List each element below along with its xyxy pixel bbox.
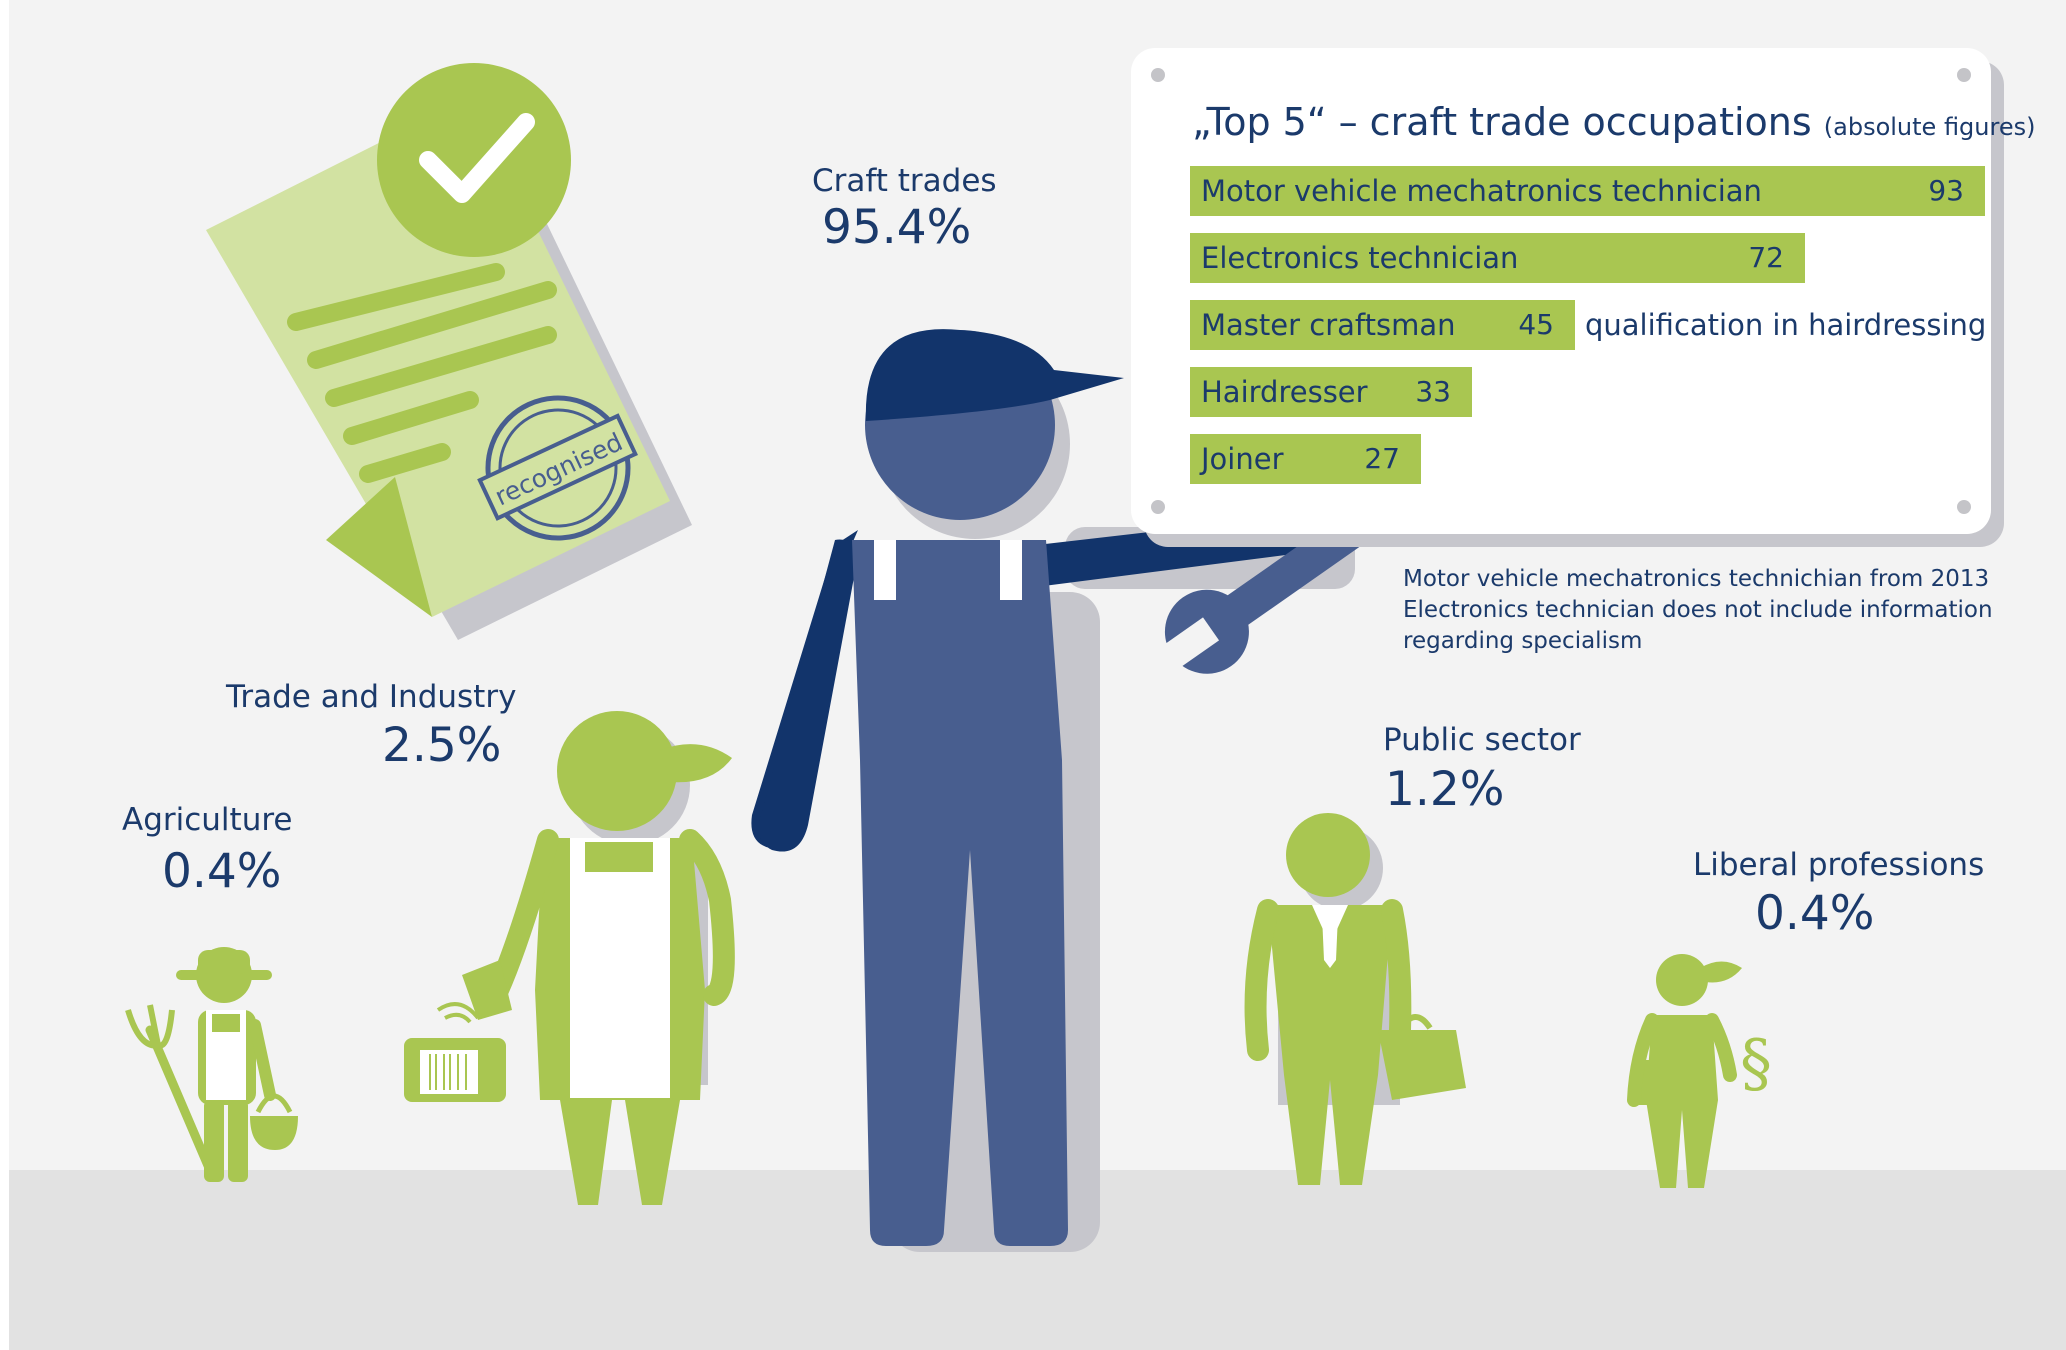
- chart-title: „Top 5“ – craft trade occupations (absol…: [1192, 100, 2035, 144]
- bar-value-label: 93: [1928, 174, 1964, 207]
- chart-notes: Motor vehicle mechatronics technichian f…: [1403, 564, 1993, 657]
- paragraph-icon: §: [1740, 1027, 1772, 1101]
- craft-trades-label: Craft trades: [812, 163, 997, 199]
- trade-industry-figure: [404, 711, 735, 1205]
- screw-icon: [1957, 500, 1971, 514]
- bar-4: Hairdresser 33: [1190, 367, 1472, 417]
- bar-label: Motor vehicle mechatronics technician: [1201, 174, 1762, 208]
- bar-5: Joiner 27: [1190, 434, 1421, 484]
- bar-1: Motor vehicle mechatronics technician 93: [1190, 166, 1985, 216]
- screw-icon: [1151, 500, 1165, 514]
- craft-trades-value: 95.4%: [822, 200, 972, 255]
- bar-2: Electronics technician 72: [1190, 233, 1805, 283]
- chart-subtitle: (absolute figures): [1823, 113, 2036, 141]
- chart-title-main: „Top 5“ – craft trade occupations: [1192, 100, 1812, 144]
- mechanic-figure: [751, 329, 1355, 1252]
- screw-icon: [1151, 68, 1165, 82]
- trade-industry-value: 2.5%: [382, 718, 502, 773]
- public-sector-value: 1.2%: [1385, 762, 1505, 817]
- note-line: Motor vehicle mechatronics technichian f…: [1403, 566, 1990, 592]
- chart-board: „Top 5“ – craft trade occupations (absol…: [1131, 48, 2035, 534]
- bar-label: Joiner: [1201, 442, 1284, 476]
- bar-value-label: 27: [1364, 442, 1400, 475]
- bar-label: Master craftsman: [1201, 308, 1456, 342]
- bar-value-label: 45: [1518, 308, 1554, 341]
- note-line: regarding specialism: [1403, 628, 1643, 654]
- public-sector-figure: [1244, 813, 1466, 1185]
- bar-chart: Motor vehicle mechatronics technician 93 E…: [1190, 166, 1990, 526]
- bar-value-label: 72: [1748, 241, 1784, 274]
- liberal-professions-value: 0.4%: [1755, 886, 1875, 941]
- screw-icon: [1957, 68, 1971, 82]
- public-sector-label: Public sector: [1383, 722, 1581, 758]
- bar-label: Hairdresser: [1201, 375, 1368, 409]
- bar-3: Master craftsman 45: [1190, 300, 1575, 350]
- liberal-professions-figure: §: [1627, 954, 1772, 1188]
- checkmark-icon: [377, 63, 571, 257]
- trade-industry-label: Trade and Industry: [226, 679, 517, 715]
- bar-label-continued: qualification in hairdressing: [1585, 308, 1987, 342]
- agriculture-label: Agriculture: [122, 802, 293, 838]
- bar-value-label: 33: [1415, 375, 1451, 408]
- left-border: [0, 0, 9, 1350]
- liberal-professions-label: Liberal professions: [1693, 847, 1985, 883]
- farmer-figure: [125, 947, 298, 1182]
- bar-label: Electronics technician: [1201, 241, 1519, 275]
- note-line: Electronics technician does not include …: [1403, 597, 1993, 623]
- agriculture-value: 0.4%: [162, 844, 282, 899]
